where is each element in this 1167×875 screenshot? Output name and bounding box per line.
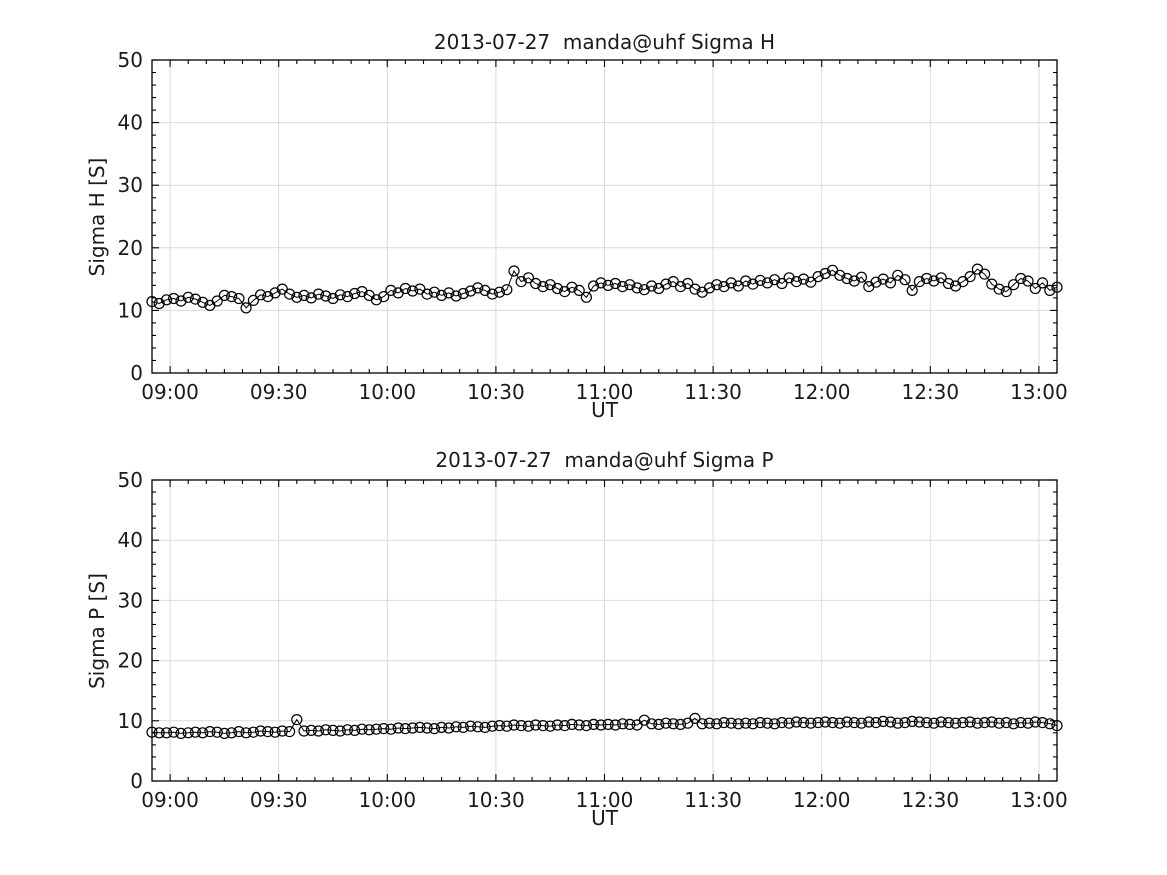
- svg-text:11:30: 11:30: [684, 380, 742, 404]
- svg-text:40: 40: [118, 528, 143, 552]
- sigma-h-title: 2013-07-27 manda@uhf Sigma H: [433, 30, 776, 54]
- svg-text:10:30: 10:30: [467, 380, 525, 404]
- svg-text:10: 10: [118, 298, 143, 322]
- sigma-h-x-axis-label: UT: [591, 398, 618, 422]
- svg-text:09:00: 09:00: [141, 380, 199, 404]
- svg-text:30: 30: [118, 173, 143, 197]
- svg-text:50: 50: [118, 48, 143, 72]
- svg-text:10:00: 10:00: [358, 788, 416, 812]
- svg-text:09:00: 09:00: [141, 788, 199, 812]
- y-tick-labels-1: 0 10 20 30 40 50: [118, 468, 143, 793]
- x-tick-labels-0: 09:00 09:30 10:00 10:30 11:00 11:30 12:00 12:30…: [141, 380, 1067, 404]
- svg-text:09:30: 09:30: [250, 380, 308, 404]
- svg-text:0: 0: [130, 361, 143, 385]
- series-markers-0: [146, 263, 1063, 314]
- svg-text:11:00: 11:00: [576, 788, 634, 812]
- svg-text:10: 10: [118, 709, 143, 733]
- axis-ticks-1: [152, 479, 1057, 782]
- svg-text:09:30: 09:30: [250, 788, 308, 812]
- svg-text:10:30: 10:30: [467, 788, 525, 812]
- sigma-p-x-axis-label: UT: [591, 806, 618, 830]
- svg-text:13:00: 13:00: [1010, 788, 1068, 812]
- svg-text:30: 30: [118, 588, 143, 612]
- svg-text:50: 50: [118, 468, 143, 492]
- svg-text:12:00: 12:00: [793, 380, 851, 404]
- svg-text:40: 40: [118, 111, 143, 135]
- svg-text:20: 20: [118, 649, 143, 673]
- x-tick-labels-1: 09:00 09:30 10:00 10:30 11:00 11:30 12:00 12:30…: [141, 788, 1067, 812]
- y-tick-labels-0: 0 10 20 30 40 50: [118, 48, 143, 385]
- series-line-0: [151, 268, 1058, 309]
- svg-text:0: 0: [130, 769, 143, 793]
- svg-text:12:30: 12:30: [901, 380, 959, 404]
- svg-text:13:00: 13:00: [1010, 380, 1068, 404]
- svg-text:12:30: 12:30: [901, 788, 959, 812]
- svg-text:11:30: 11:30: [684, 788, 742, 812]
- svg-text:12:00: 12:00: [793, 788, 851, 812]
- series-line-1: [151, 717, 1058, 734]
- axis-ticks-0: [152, 59, 1057, 374]
- svg-text:20: 20: [118, 236, 143, 260]
- svg-text:10:00: 10:00: [358, 380, 416, 404]
- grid-0: [152, 59, 1057, 374]
- svg-text:11:00: 11:00: [576, 380, 634, 404]
- sigma-p-title: 2013-07-27 manda@uhf Sigma P: [435, 448, 774, 472]
